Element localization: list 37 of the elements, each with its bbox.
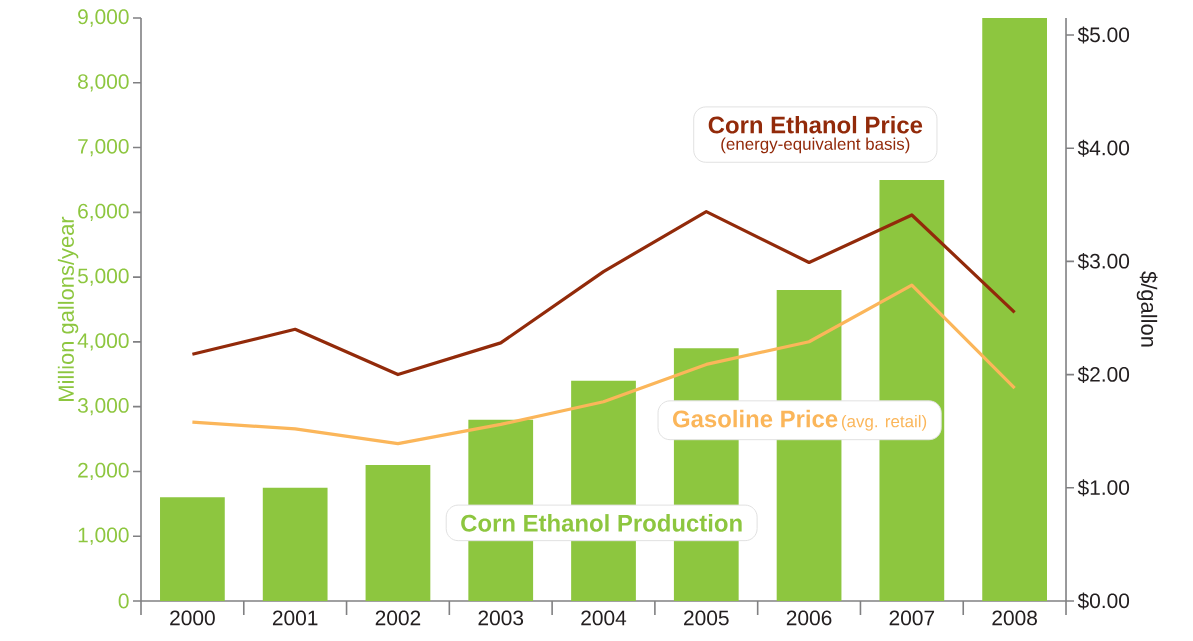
line-series <box>190 283 1017 446</box>
bar <box>262 487 328 601</box>
x-tick-label: 2005 <box>684 610 729 626</box>
text: Corn Ethanol Price <box>708 115 923 134</box>
y-tick-label: 1,000 <box>78 527 129 545</box>
x-tick-label: 2006 <box>786 610 832 626</box>
y2-tick-label: $4.00 <box>1077 139 1130 157</box>
x-tick-label: 2008 <box>992 610 1037 626</box>
bar <box>365 464 431 601</box>
y2-tick-label: $0.00 <box>1077 592 1130 610</box>
y-tick-label: 2,000 <box>78 462 129 481</box>
y-tick-label: 5,000 <box>77 268 129 286</box>
series-label: Corn Ethanol Production <box>461 514 742 532</box>
x-tick-label: 2000 <box>170 610 215 626</box>
x-tick-label: 2001 <box>272 610 318 626</box>
series-label: Gasoline Price <box>673 409 838 428</box>
annotation: (avg. retail) <box>841 414 927 431</box>
y2-tick-label: $1.00 <box>1077 479 1130 497</box>
y2-tick-label: $3.00 <box>1077 252 1130 270</box>
bar <box>982 18 1047 601</box>
y-tick-label: 3,000 <box>77 398 129 416</box>
y-tick-label: 9,000 <box>78 9 129 27</box>
y2-axis-title: $/gallon <box>1136 271 1158 347</box>
y2-tick-label: $5.00 <box>1077 26 1130 44</box>
y-tick-label: 4,000 <box>77 333 129 351</box>
x-tick-label: 2004 <box>581 610 627 626</box>
annotation: (energy-equivalent basis) <box>721 137 910 154</box>
y-tick-label: 7,000 <box>78 138 129 157</box>
bar <box>160 497 225 601</box>
x-tick-label: 2003 <box>478 610 524 626</box>
x-tick-label: 2002 <box>375 610 421 626</box>
y-tick-label: 6,000 <box>78 203 129 221</box>
y2-tick-label: $2.00 <box>1077 366 1130 384</box>
line-series <box>190 209 1017 377</box>
x-tick-label: 2007 <box>889 610 935 626</box>
y-tick-label: 8,000 <box>78 74 129 92</box>
y-tick-label: 0 <box>118 593 129 609</box>
